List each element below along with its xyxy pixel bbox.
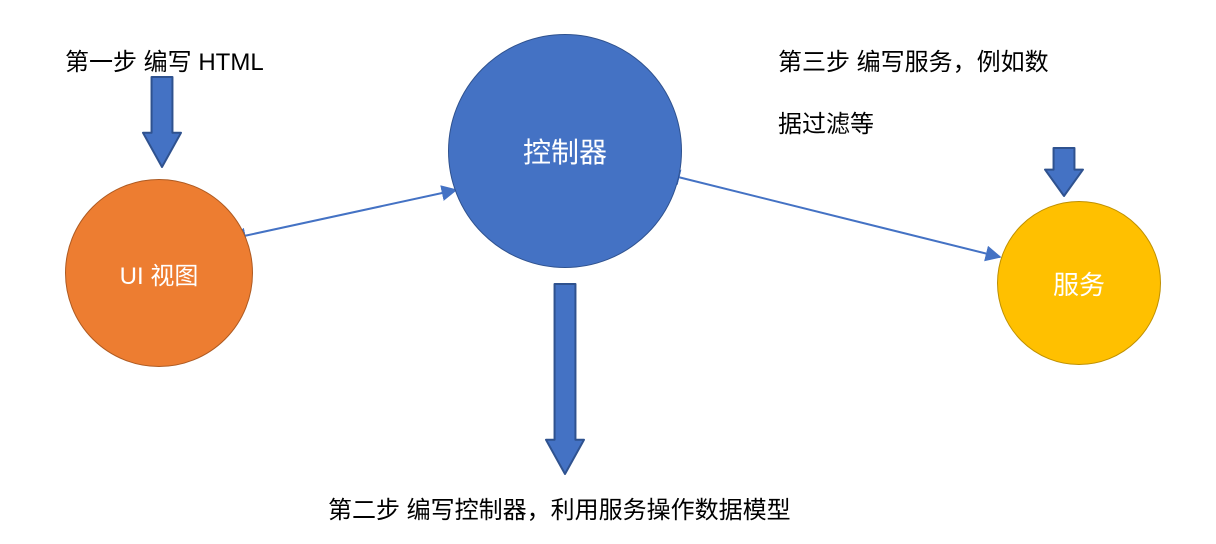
- node-controller-label: 控制器: [523, 131, 607, 171]
- node-ui-view-label: UI 视图: [120, 256, 199, 291]
- node-controller: 控制器: [448, 34, 682, 268]
- block-arrow-step3: [1045, 148, 1083, 196]
- diagram-canvas: UI 视图 控制器 服务 第一步 编写 HTML 第二步 编写控制器，利用服务操…: [0, 0, 1216, 544]
- step3-label-line1: 第三步 编写服务，例如数: [778, 42, 1049, 77]
- step2-label: 第二步 编写控制器，利用服务操作数据模型: [328, 490, 791, 525]
- step3-label-line2: 据过滤等: [778, 104, 874, 139]
- step1-label: 第一步 编写 HTML: [65, 42, 264, 77]
- node-ui-view: UI 视图: [65, 179, 253, 367]
- edge-ui-controller: [244, 190, 456, 236]
- block-arrow-step1: [143, 77, 181, 167]
- edge-controller-service: [678, 177, 1000, 257]
- node-service: 服务: [997, 201, 1161, 365]
- node-service-label: 服务: [1053, 265, 1105, 302]
- block-arrow-step2: [546, 284, 584, 474]
